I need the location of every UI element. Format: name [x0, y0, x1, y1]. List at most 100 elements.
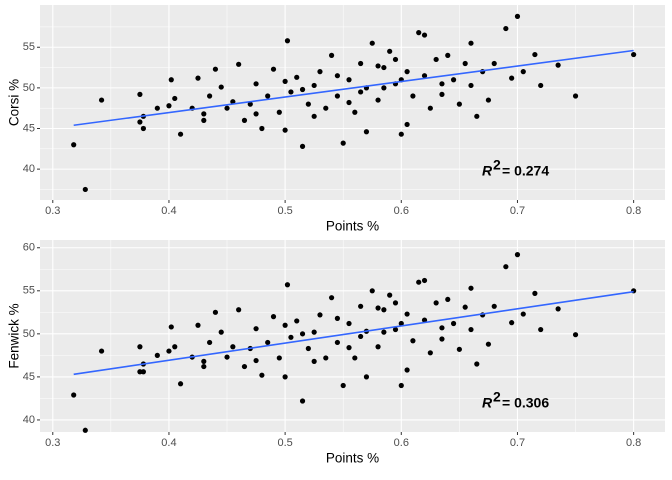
point	[375, 344, 381, 350]
point	[328, 52, 335, 58]
point	[503, 25, 509, 32]
point	[381, 307, 387, 313]
point	[201, 358, 207, 364]
point	[555, 306, 561, 312]
point	[154, 352, 160, 358]
point	[253, 326, 259, 332]
point	[421, 317, 428, 323]
point	[253, 111, 259, 117]
y-tick-label: 45	[23, 122, 35, 134]
point	[358, 333, 364, 340]
point	[439, 325, 445, 331]
point	[363, 374, 370, 380]
point	[270, 314, 277, 320]
point	[404, 69, 410, 75]
point	[398, 131, 404, 137]
point	[392, 326, 399, 333]
point	[387, 48, 393, 54]
y-tick-label: 60	[23, 242, 35, 254]
point	[265, 339, 271, 346]
x-tick-label: 0.4	[161, 437, 176, 449]
plot-background	[40, 5, 665, 200]
y-tick-label: 45	[23, 371, 35, 383]
point	[288, 334, 294, 340]
trend-line	[73, 49, 634, 127]
point	[311, 358, 317, 364]
point	[299, 331, 306, 337]
point	[276, 355, 282, 361]
point	[468, 285, 474, 291]
point	[154, 105, 160, 111]
point	[317, 69, 323, 75]
x-tick-label: 0.7	[510, 205, 525, 217]
point	[468, 40, 474, 46]
point	[358, 303, 364, 309]
point	[340, 382, 346, 389]
point	[201, 111, 207, 117]
point	[168, 324, 174, 330]
point	[538, 82, 544, 89]
point	[410, 93, 416, 99]
point	[439, 81, 445, 87]
point	[282, 322, 288, 328]
point	[212, 309, 219, 315]
point	[230, 99, 236, 105]
point	[334, 93, 340, 99]
point	[439, 91, 445, 97]
x-tick-label: 0.5	[277, 205, 292, 217]
point	[224, 354, 230, 360]
point	[311, 113, 317, 119]
point	[450, 77, 457, 83]
point	[284, 38, 291, 44]
y-tick-label: 50	[23, 82, 35, 94]
point	[207, 93, 213, 99]
panel: 40 45 50 55 0.3 0.4 0.5 0.6 0.7 0.8 R 2 = 0.274 Point…	[7, 5, 665, 234]
point	[311, 82, 317, 89]
point	[311, 329, 317, 335]
point	[224, 105, 230, 111]
point	[294, 74, 300, 80]
point	[282, 127, 288, 133]
annotation-value: = 0.306	[502, 395, 549, 411]
point	[201, 117, 207, 123]
point	[404, 367, 410, 373]
point	[299, 143, 306, 149]
point	[538, 326, 544, 333]
x-tick-label: 0.7	[510, 437, 525, 449]
point	[514, 252, 521, 258]
y-axis-title: Fenwick %	[7, 303, 22, 368]
point	[439, 336, 445, 342]
point	[207, 339, 213, 346]
point	[509, 320, 515, 326]
point	[168, 77, 174, 83]
panel: 40 45 50 55 60 0.3 0.4 0.5 0.6 0.7 0.8 R 2 = 0.306 Poi…	[7, 240, 665, 466]
point	[71, 142, 77, 148]
x-tick-label: 0.4	[161, 205, 176, 217]
point	[358, 60, 364, 67]
point	[241, 363, 248, 370]
point	[433, 300, 439, 306]
point	[491, 303, 497, 309]
point	[381, 85, 387, 91]
y-tick-label: 50	[23, 328, 35, 340]
point	[474, 361, 480, 367]
point	[387, 292, 393, 298]
y-tick-label: 55	[23, 41, 35, 53]
point	[572, 332, 579, 338]
point	[421, 73, 428, 79]
point	[236, 307, 242, 313]
point	[445, 296, 451, 303]
point	[468, 82, 474, 89]
y-tick-label: 55	[23, 285, 35, 297]
point	[358, 89, 364, 95]
point	[375, 97, 381, 103]
point	[369, 288, 375, 294]
point	[346, 77, 352, 83]
point	[520, 311, 526, 317]
point	[427, 105, 433, 111]
point	[532, 290, 538, 296]
point	[259, 372, 265, 378]
point	[317, 312, 323, 318]
point	[363, 129, 370, 135]
